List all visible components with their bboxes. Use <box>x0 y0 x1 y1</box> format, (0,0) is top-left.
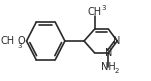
Text: N: N <box>105 48 112 58</box>
Text: CH: CH <box>87 6 102 17</box>
Text: NH: NH <box>101 62 116 72</box>
Text: N: N <box>114 36 121 46</box>
Text: 2: 2 <box>115 68 119 74</box>
Text: 3: 3 <box>17 43 21 49</box>
Text: CH: CH <box>0 36 14 46</box>
Text: 3: 3 <box>101 5 106 11</box>
Text: O: O <box>18 36 25 46</box>
